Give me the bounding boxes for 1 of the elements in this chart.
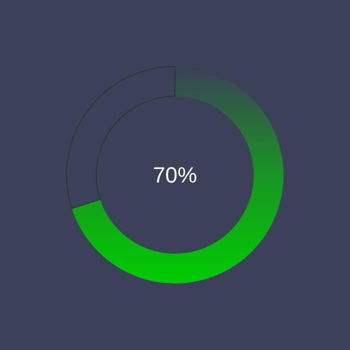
- data-label: 70%: [152, 162, 198, 188]
